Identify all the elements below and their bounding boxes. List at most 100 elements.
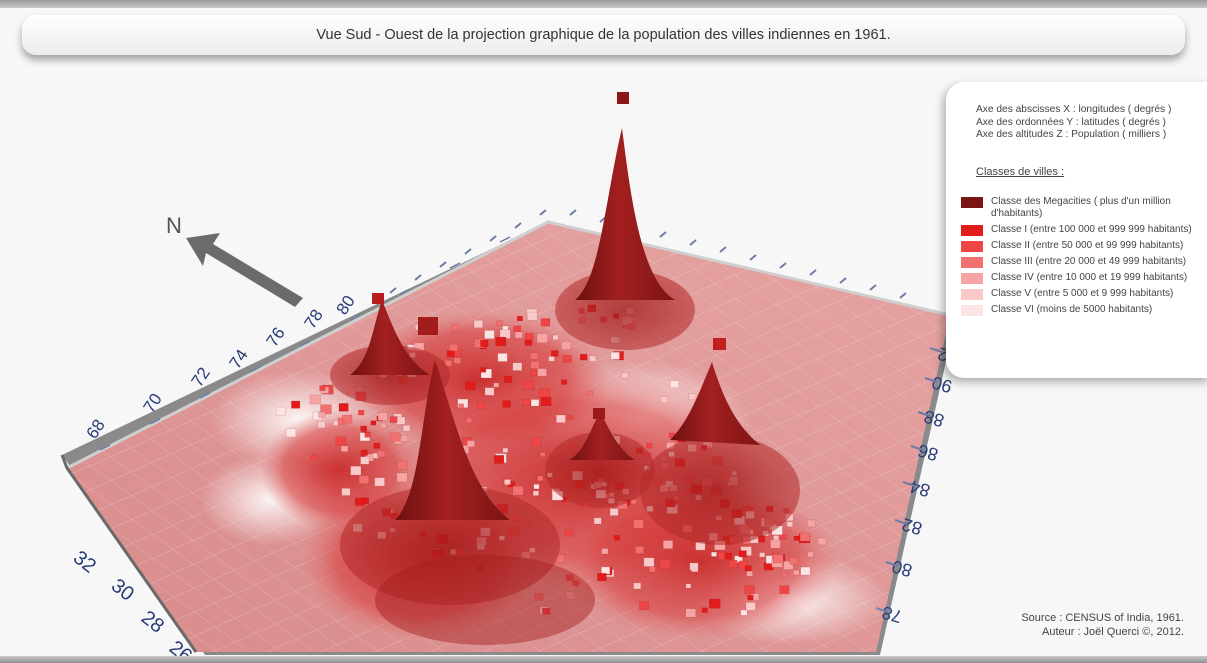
city-cube [561,379,568,385]
city-cube [709,598,721,609]
city-cube [572,580,580,587]
city-cube [789,557,799,565]
city-cube [772,554,784,564]
city-cube [484,330,495,339]
city-cube [458,403,464,409]
legend-swatch [961,197,983,208]
city-cube [711,551,717,557]
legend-label: Classe VI (moins de 5000 habitants) [991,304,1153,315]
city-cube [536,333,549,343]
city-cube [291,400,301,409]
axis-x-description: Axe des abscisses X : longitudes ( degré… [976,104,1172,115]
city-cube [389,416,398,423]
city-cube [480,368,492,379]
city-cube [342,414,353,424]
city-cube [565,591,575,600]
peaks [330,128,800,645]
source-credits: Source : CENSUS of India, 1961. Auteur :… [1000,611,1184,639]
peak-base-5 [640,435,800,545]
city-cube [360,449,368,456]
tick-label-80: 80 [333,292,359,318]
north-arrow [186,233,303,307]
city-cube [738,560,748,569]
city-cube [496,320,503,326]
legend-label: Classe I (entre 100 000 et 999 999 habit… [991,224,1192,235]
city-cube [639,601,650,611]
city-cube [783,561,794,570]
city-cube [552,334,559,340]
city-cube [532,490,539,496]
city-cube [817,537,827,546]
city-cube [561,341,572,350]
city-cube [587,390,594,396]
axis-descriptions: Axe des abscisses X : longitudes ( degré… [976,104,1171,142]
city-cube [565,529,574,537]
city-cube [473,320,484,329]
city-cube [609,508,619,516]
axis-z-description: Axe des altitudes Z : Population ( milli… [976,129,1167,140]
city-cube [773,535,779,541]
city-cube [793,535,800,541]
city-cube [522,398,531,406]
legend-item-class-v: Classe V (entre 5 000 et 9 999 habitants… [961,288,1207,300]
city-cube [311,454,319,461]
city-cube [793,569,800,576]
city-cube [556,414,566,423]
legend-label: Classe des Megacities ( plus d'un millio… [991,196,1171,219]
city-cube [530,361,540,369]
legend-swatch [961,273,983,284]
city-cube [800,566,811,576]
city-cube [635,546,645,554]
north-label: N [166,213,182,238]
legend-title: Classes de villes : [976,166,1065,178]
city-cube [466,440,475,448]
city-cube [633,519,644,529]
city-cube [551,350,559,357]
city-cube [451,324,459,331]
city-cube [540,452,546,457]
city-cube [780,533,787,540]
city-cube [685,583,692,589]
city-cube [685,608,696,618]
plane-edge [66,220,951,470]
legend-label: Classe IV (entre 10 000 et 19 999 habita… [991,272,1188,283]
city-cube [494,455,505,464]
city-cube [646,442,653,449]
peak-3 [395,360,510,520]
city-cube [781,572,788,578]
city-cube [633,582,642,590]
peak-5 [670,362,760,445]
city-cube [465,381,476,391]
city-cube [341,488,351,496]
legend-label: Classe III (entre 20 000 et 49 999 habit… [991,256,1187,267]
city-cube [648,566,656,573]
tick-label-78: 78 [301,306,327,332]
city-cube [318,411,326,418]
city-cube [400,435,409,442]
city-cube [538,388,550,398]
city-cube [770,539,781,549]
city-cube [396,416,406,425]
city-cube [567,414,574,420]
megacity-markers [372,92,726,419]
city-cube [670,380,679,389]
city-cube [360,456,370,465]
legend-item-class-ii: Classe II (entre 50 000 et 99 999 habita… [961,240,1207,252]
legend-item-class-iv: Classe IV (entre 10 000 et 19 999 habita… [961,272,1207,284]
city-cube [465,417,472,424]
city-cube [601,566,611,575]
city-cube [493,382,500,388]
city-cube [340,445,349,452]
left-axis [99,236,511,451]
city-cube [660,396,669,404]
city-cube [370,420,377,426]
legend-list: Classe des Megacities ( plus d'un millio… [961,196,1207,320]
city-cube [533,484,540,490]
peak-base-3 [340,485,560,605]
city-cube [779,585,790,594]
legend-panel: Axe des abscisses X : longitudes ( degré… [946,82,1207,378]
city-cube [745,602,756,611]
source-text: Source : CENSUS of India, 1961. [1021,612,1184,624]
city-cube [446,350,455,358]
